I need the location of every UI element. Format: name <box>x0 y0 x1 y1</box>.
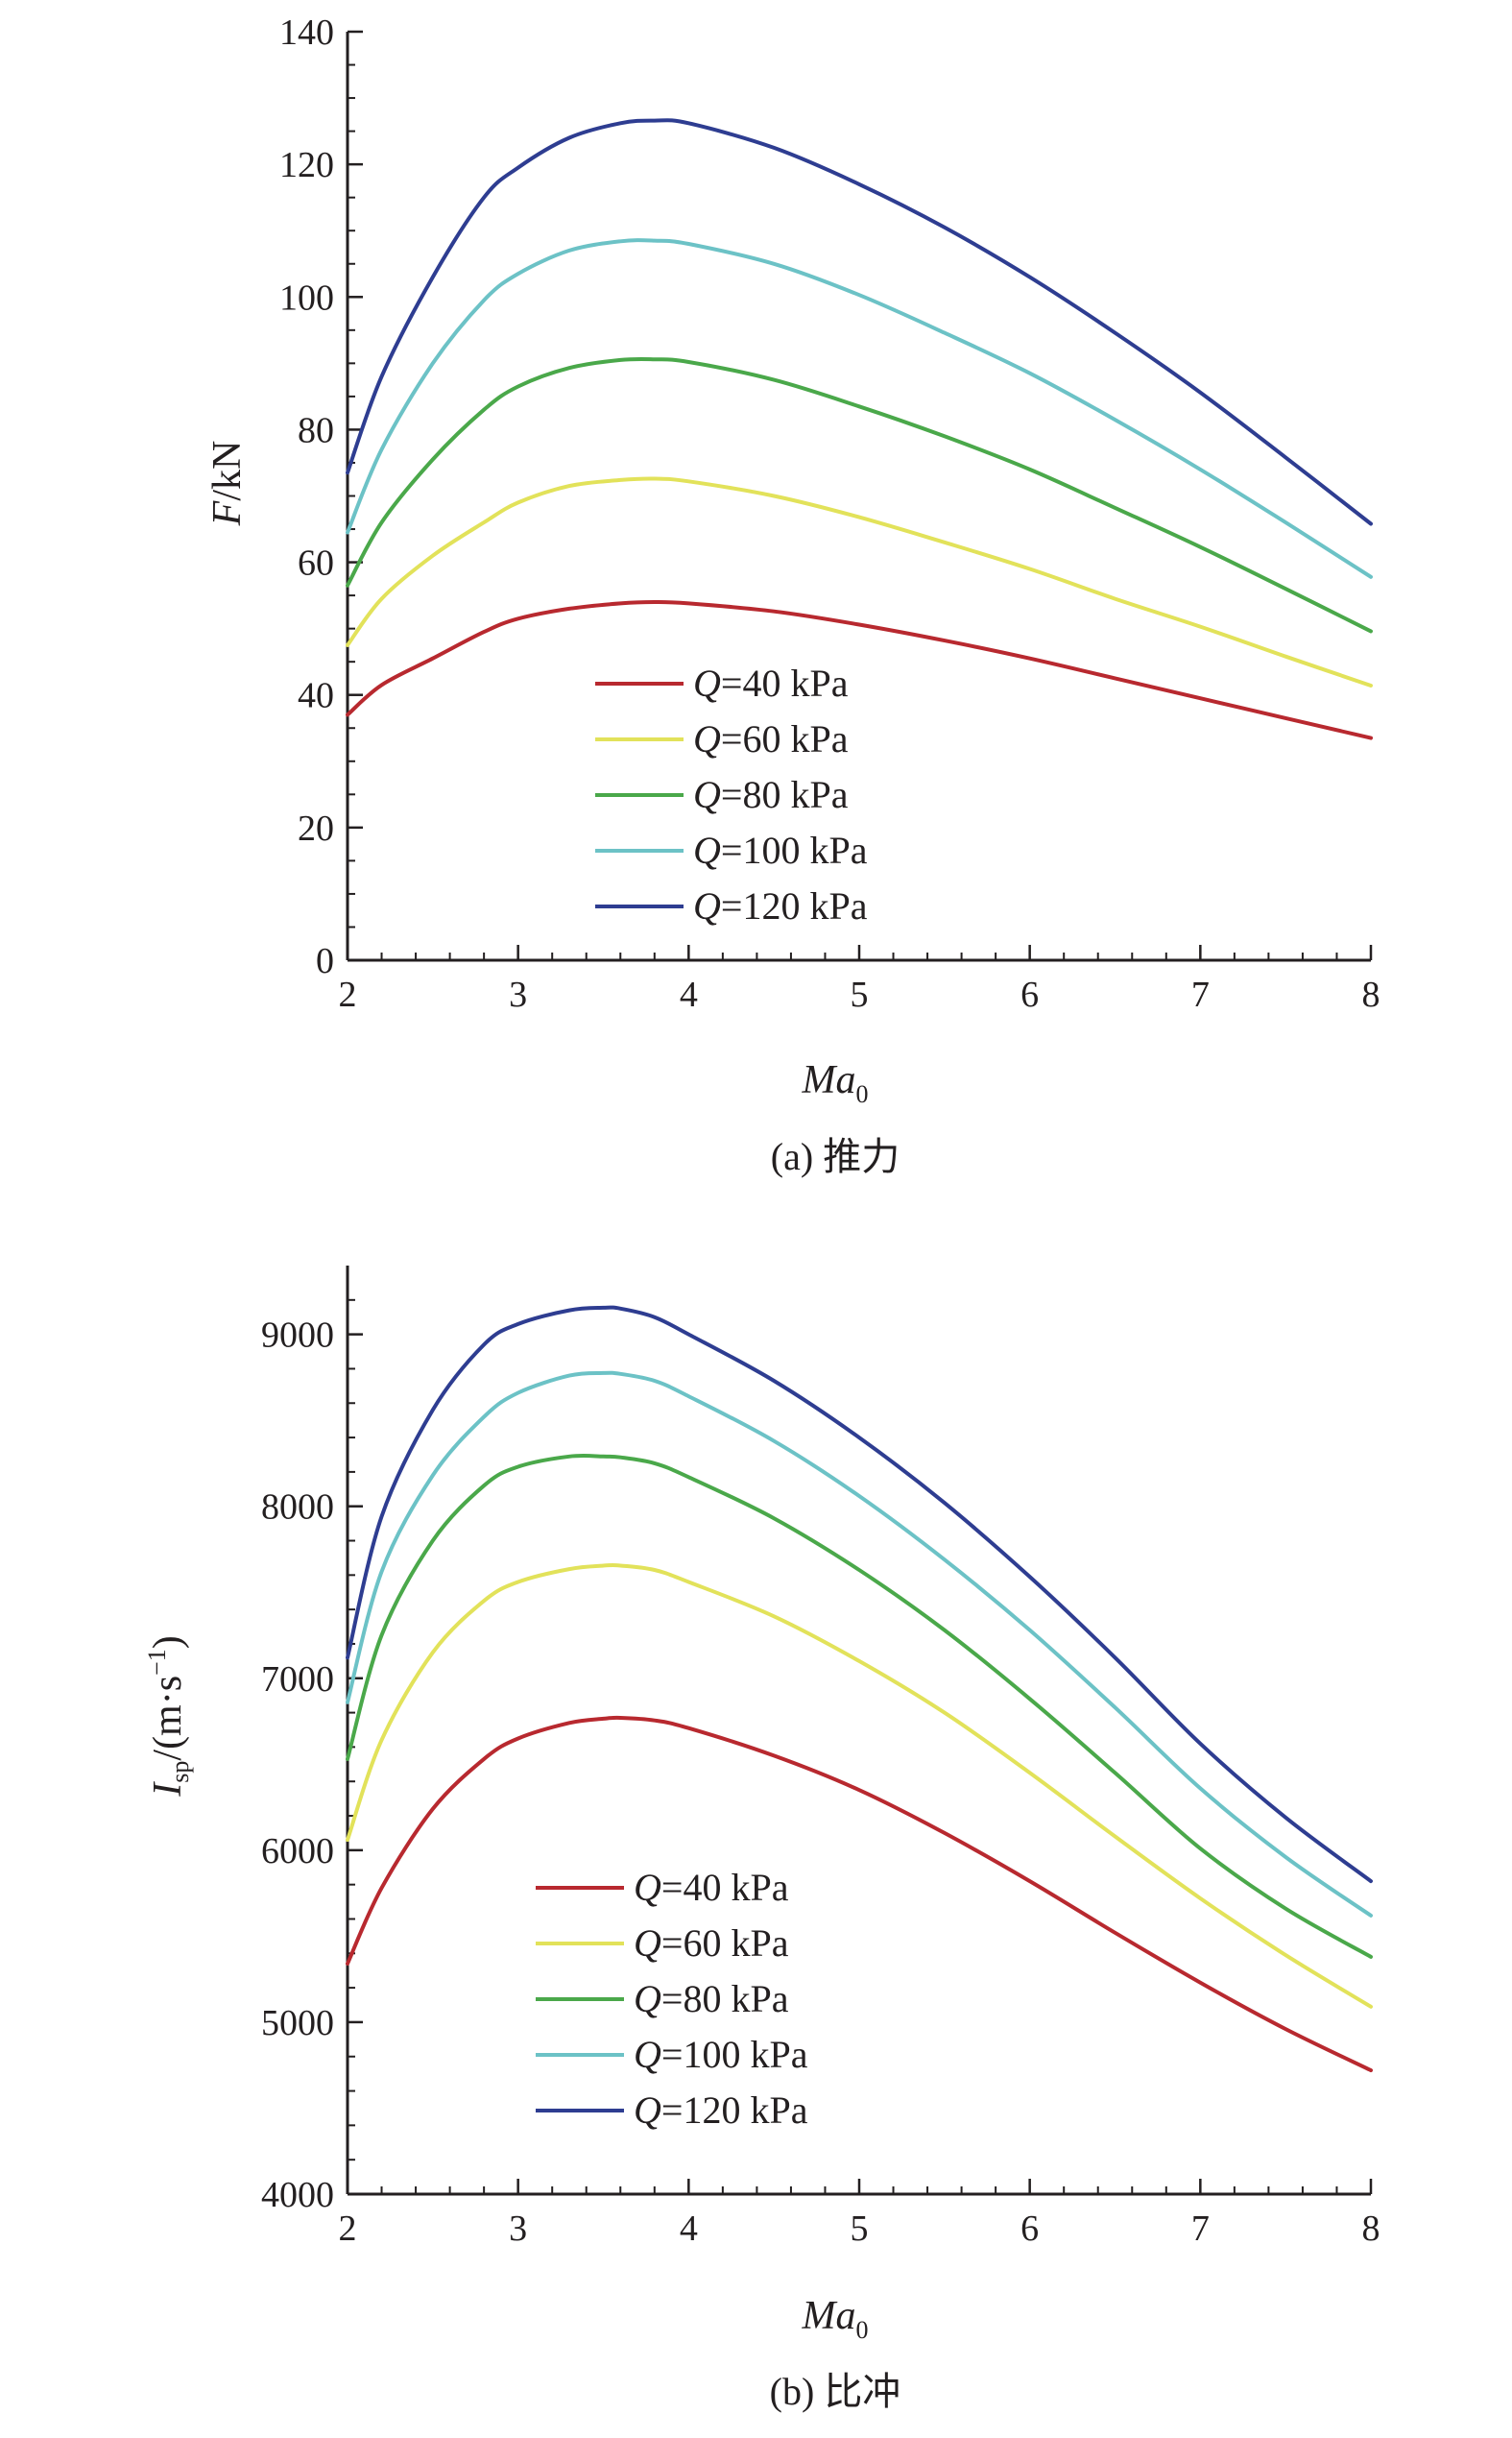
panel-a-series-lines <box>346 118 1373 740</box>
x-tick-label: 7 <box>1191 2209 1210 2249</box>
legend-label: Q=60 kPa <box>634 1921 789 1965</box>
y-tick-label: 6000 <box>261 1831 334 1871</box>
y-tick-label: 5000 <box>261 2003 334 2043</box>
y-tick-label: 60 <box>298 543 334 584</box>
legend-label: Q=120 kPa <box>693 884 868 928</box>
legend-label: Q=120 kPa <box>634 2088 808 2132</box>
series-line <box>346 356 1373 634</box>
y-tick-label: 120 <box>279 145 334 185</box>
panel-b-legend: Q=40 kPa Q=60 kPa Q=80 kPa Q=100 kPa Q=120 k… <box>536 1866 808 2132</box>
panel-b-x-axis-title: Ma0 <box>802 2294 869 2344</box>
legend-label: Q=40 kPa <box>634 1866 789 1909</box>
series-line <box>346 118 1373 526</box>
x-tick-label: 6 <box>1020 975 1039 1015</box>
x-tick-label: 3 <box>509 975 527 1015</box>
x-tick-label: 8 <box>1362 2209 1380 2249</box>
x-tick-label: 7 <box>1191 975 1210 1015</box>
x-tick-label: 3 <box>509 2209 527 2249</box>
x-tick-label: 2 <box>339 975 357 1015</box>
panel-a-y-axis-title: F/kN <box>205 441 250 527</box>
series-line <box>346 1562 1373 2009</box>
series-line <box>346 1305 1373 1884</box>
series-line <box>346 238 1373 579</box>
y-tick-label: 80 <box>298 410 334 450</box>
y-tick-label: 8000 <box>261 1487 334 1528</box>
y-tick-label: 40 <box>298 676 334 716</box>
legend-label: Q=100 kPa <box>634 2033 808 2076</box>
legend-label: Q=80 kPa <box>693 773 849 816</box>
y-tick-label: 100 <box>279 278 334 318</box>
x-tick-label: 5 <box>851 975 869 1015</box>
panel-a-x-tick-labels: 2 3 4 5 6 7 8 <box>339 975 1380 1015</box>
panel-b-caption: (b) 比冲 <box>770 2370 901 2413</box>
y-tick-label: 9000 <box>261 1316 334 1356</box>
y-tick-label: 7000 <box>261 1659 334 1700</box>
x-tick-label: 4 <box>680 975 698 1015</box>
series-line <box>346 1453 1373 1959</box>
panel-b-x-tick-labels: 2 3 4 5 6 7 8 <box>339 2209 1380 2249</box>
panel-a-y-tick-labels: 0 20 40 60 80 100 120 140 <box>279 12 334 981</box>
y-tick-label: 140 <box>279 12 334 53</box>
panel-a-thrust-chart: 2 3 4 5 6 7 8 0 20 40 60 80 100 120 140 Ma0 F/kN Q=40… <box>205 12 1380 1178</box>
legend-label: Q=80 kPa <box>634 1977 789 2020</box>
x-tick-label: 6 <box>1020 2209 1039 2249</box>
panel-a-ticks <box>346 30 1373 962</box>
panel-a-caption: (a) 推力 <box>771 1135 900 1178</box>
series-line <box>346 1370 1373 1918</box>
series-line <box>346 476 1373 688</box>
legend-label: Q=60 kPa <box>693 717 849 760</box>
x-tick-label: 2 <box>339 2209 357 2249</box>
panel-b-specific-impulse-chart: 2 3 4 5 6 7 8 4000 5000 6000 7000 8000 9000 Ma0 Isp… <box>143 1266 1380 2413</box>
panel-b-y-axis-title: Isp/(m·s−1) <box>143 1635 194 1797</box>
x-tick-label: 5 <box>851 2209 869 2249</box>
y-tick-label: 20 <box>298 809 334 849</box>
x-tick-label: 4 <box>680 2209 698 2249</box>
panel-a-legend: Q=40 kPa Q=60 kPa Q=80 kPa Q=100 kPa Q=120 k… <box>595 662 868 928</box>
panel-b-y-tick-labels: 4000 5000 6000 7000 8000 9000 <box>261 1316 334 2215</box>
x-tick-label: 8 <box>1362 975 1380 1015</box>
series-line <box>346 1715 1373 2073</box>
y-tick-label: 0 <box>316 941 334 981</box>
panel-a-x-axis-title: Ma0 <box>802 1058 869 1108</box>
legend-label: Q=40 kPa <box>693 662 849 705</box>
legend-label: Q=100 kPa <box>693 829 868 872</box>
y-tick-label: 4000 <box>261 2175 334 2215</box>
panel-b-ticks <box>346 1266 1373 2196</box>
panel-b-series-lines <box>346 1305 1373 2073</box>
series-line <box>346 599 1373 740</box>
